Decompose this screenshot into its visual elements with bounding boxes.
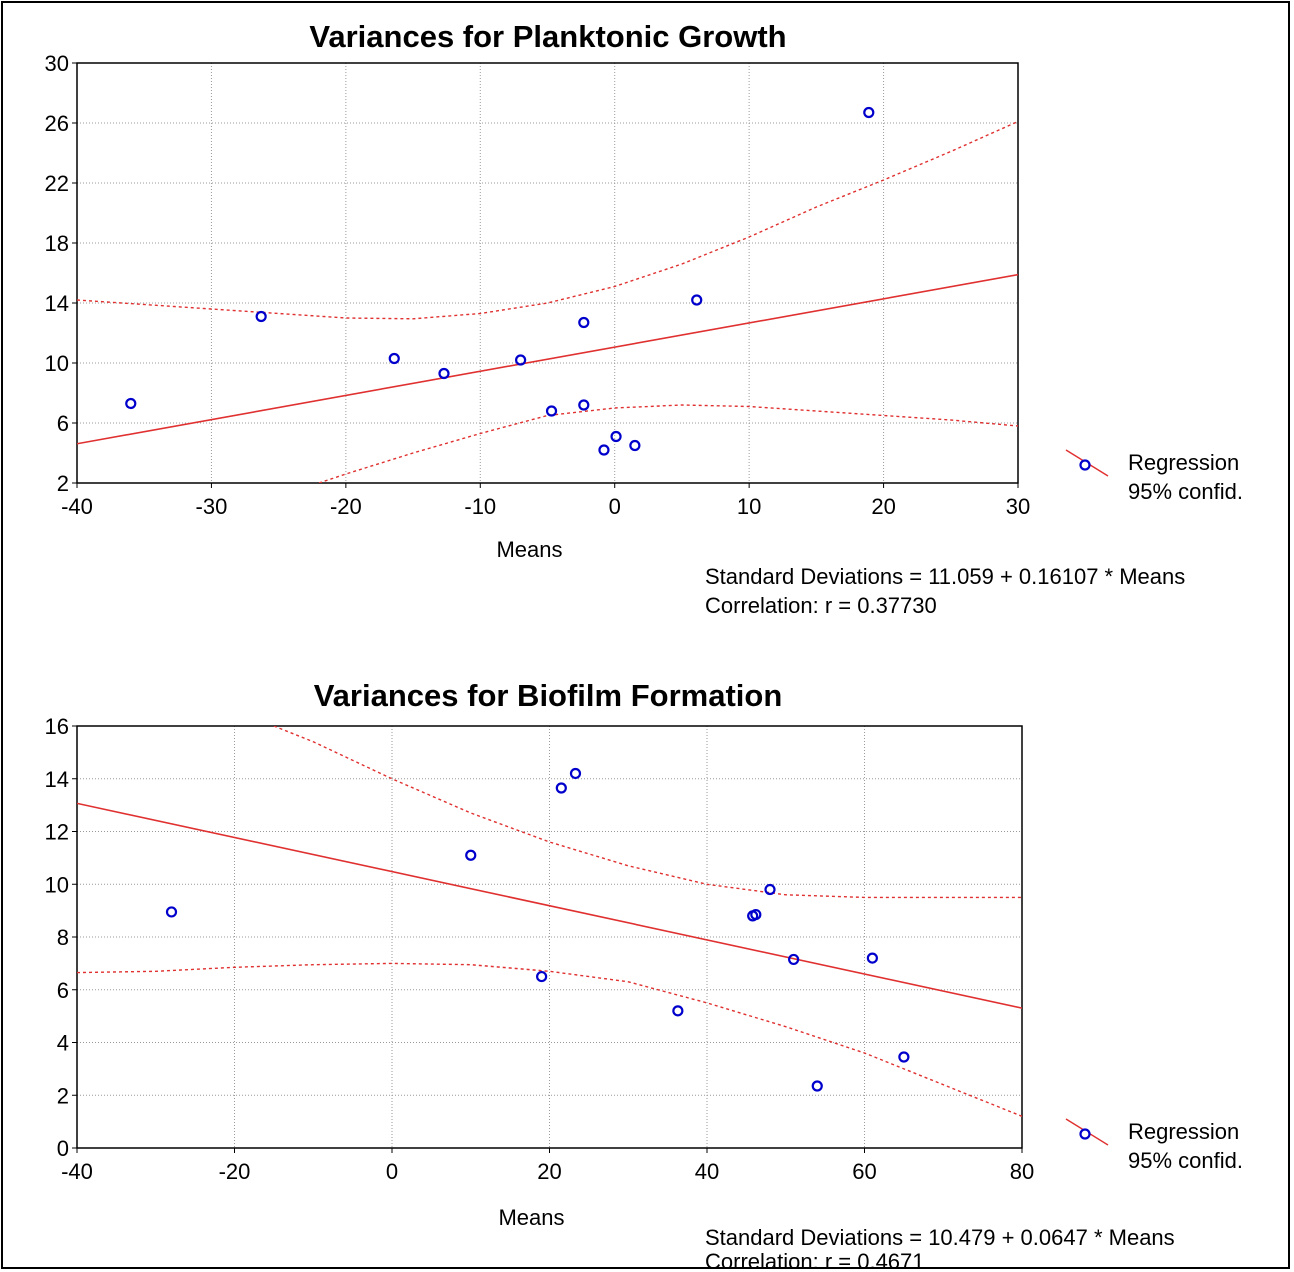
x-tick-label: -10 bbox=[464, 494, 496, 519]
y-tick-label: 10 bbox=[45, 351, 69, 376]
x-tick-label: 40 bbox=[695, 1159, 719, 1184]
x-tick-label: 0 bbox=[609, 494, 621, 519]
y-tick-label: 8 bbox=[57, 925, 69, 950]
y-tick-label: 16 bbox=[45, 714, 69, 739]
y-tick-label: 10 bbox=[45, 872, 69, 897]
data-point bbox=[672, 1005, 684, 1017]
y-tick-label: 0 bbox=[57, 1136, 69, 1161]
y-tick-label: 14 bbox=[45, 767, 69, 792]
plot-series bbox=[77, 106, 1018, 483]
data-point bbox=[125, 397, 137, 410]
data-point bbox=[165, 906, 178, 918]
data-point bbox=[863, 106, 875, 119]
x-tick-label: -40 bbox=[61, 1159, 93, 1184]
data-point bbox=[866, 952, 878, 964]
legend-point-icon bbox=[1079, 1128, 1091, 1140]
chart-2: Variances for Biofilm Formation-40 -20 0 20… bbox=[45, 678, 1243, 1272]
x-tick-label: 80 bbox=[1010, 1159, 1034, 1184]
correlation-text: Correlation: r = 0.4671 bbox=[705, 1249, 925, 1272]
data-point bbox=[536, 970, 548, 983]
legend-label-regression: Regression bbox=[1128, 1119, 1239, 1144]
data-point bbox=[578, 316, 590, 329]
y-tick-label: 12 bbox=[45, 820, 69, 845]
data-point bbox=[788, 953, 800, 966]
x-tick-label: -20 bbox=[219, 1159, 251, 1184]
legend-point-icon bbox=[1079, 459, 1091, 471]
data-point bbox=[515, 354, 527, 366]
y-tick-label: 14 bbox=[45, 291, 69, 316]
confidence-upper-line bbox=[77, 120, 1018, 320]
y-tick-label: 30 bbox=[45, 51, 69, 76]
y-tick-label: 2 bbox=[57, 471, 69, 496]
x-tick-label: 20 bbox=[537, 1159, 561, 1184]
x-tick-label: 10 bbox=[737, 494, 761, 519]
x-axis-label: Means bbox=[498, 1205, 564, 1230]
x-tick-label: -30 bbox=[196, 494, 228, 519]
data-point bbox=[545, 405, 558, 417]
x-tick-label: -40 bbox=[61, 494, 93, 519]
plot-series bbox=[77, 726, 1022, 1117]
chart-title: Variances for Biofilm Formation bbox=[314, 678, 783, 713]
x-tick-label: 0 bbox=[386, 1159, 398, 1184]
data-point bbox=[629, 439, 641, 452]
x-tick-label: 30 bbox=[1006, 494, 1030, 519]
regression-equation: Standard Deviations = 11.059 + 0.16107 *… bbox=[705, 564, 1185, 589]
data-point bbox=[750, 908, 762, 921]
y-tick-label: 6 bbox=[57, 411, 69, 436]
data-point bbox=[898, 1051, 910, 1063]
data-point bbox=[569, 767, 582, 780]
legend-label-confidence: 95% confid. bbox=[1128, 1148, 1243, 1173]
y-tick-label: 26 bbox=[45, 111, 69, 136]
confidence-lower-line bbox=[318, 404, 1018, 483]
data-point bbox=[691, 294, 703, 306]
y-tick-label: 4 bbox=[57, 1031, 69, 1056]
chart-title: Variances for Planktonic Growth bbox=[309, 19, 786, 54]
legend: Regression 95% confid. bbox=[1065, 1118, 1243, 1173]
data-point bbox=[438, 367, 450, 380]
chart-1: Variances for Planktonic Growth -40 -30 -20… bbox=[45, 19, 1243, 618]
legend-label-regression: Regression bbox=[1128, 450, 1239, 475]
data-point bbox=[388, 352, 400, 365]
data-point bbox=[811, 1080, 823, 1092]
x-axis-label: Means bbox=[496, 537, 562, 562]
confidence-lower-line bbox=[77, 962, 1022, 1117]
data-point bbox=[598, 444, 610, 456]
legend: Regression 95% confid. bbox=[1065, 449, 1243, 504]
regression-line bbox=[77, 273, 1018, 445]
x-tick-label: -20 bbox=[330, 494, 362, 519]
x-tick-label: 20 bbox=[871, 494, 895, 519]
y-tick-label: 6 bbox=[57, 978, 69, 1003]
data-point bbox=[255, 310, 267, 323]
regression-line bbox=[77, 802, 1022, 1009]
data-point bbox=[578, 399, 590, 411]
x-tick-label: 60 bbox=[852, 1159, 876, 1184]
regression-equation: Standard Deviations = 10.479 + 0.0647 * … bbox=[705, 1225, 1175, 1250]
data-point bbox=[555, 782, 567, 794]
confidence-upper-line bbox=[273, 726, 1022, 899]
legend-label-confidence: 95% confid. bbox=[1128, 479, 1243, 504]
y-tick-label: 18 bbox=[45, 231, 69, 256]
plot-area-frame bbox=[76, 62, 1019, 484]
y-tick-label: 2 bbox=[57, 1083, 69, 1108]
data-point bbox=[764, 883, 776, 896]
data-point bbox=[465, 849, 477, 861]
data-point bbox=[610, 430, 622, 443]
y-tick-label: 22 bbox=[45, 171, 69, 196]
correlation-text: Correlation: r = 0.37730 bbox=[705, 593, 937, 618]
